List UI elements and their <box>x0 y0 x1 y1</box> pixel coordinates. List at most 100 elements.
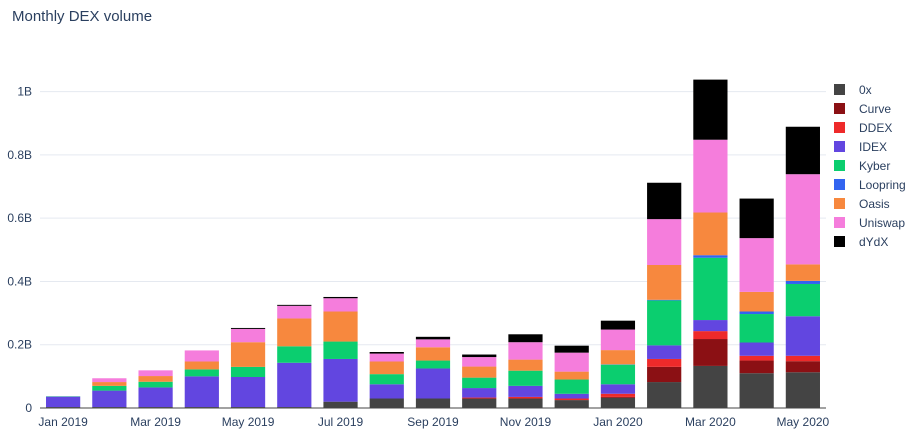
bar-segment[interactable] <box>647 300 682 346</box>
bar-segment[interactable] <box>415 398 451 408</box>
bar-segment[interactable] <box>693 79 728 140</box>
legend-swatch[interactable] <box>834 84 845 95</box>
bar-segment[interactable] <box>693 212 728 256</box>
bar-segment[interactable] <box>739 238 774 292</box>
bar-segment[interactable] <box>415 360 451 369</box>
bar-segment[interactable] <box>277 362 312 408</box>
bar-segment[interactable] <box>138 381 173 388</box>
bar-segment[interactable] <box>554 371 589 380</box>
bar-segment[interactable] <box>647 366 682 383</box>
bar-segment[interactable] <box>369 352 404 354</box>
bar-segment[interactable] <box>739 355 774 361</box>
bar-segment[interactable] <box>739 311 774 315</box>
bar-segment[interactable] <box>693 139 728 213</box>
bar-segment[interactable] <box>739 342 774 356</box>
legend-swatch[interactable] <box>834 198 845 209</box>
bar-segment[interactable] <box>415 347 451 361</box>
bar-segment[interactable] <box>600 384 636 394</box>
bar-segment[interactable] <box>415 368 451 399</box>
bar-segment[interactable] <box>508 359 543 371</box>
bar-segment[interactable] <box>739 373 774 408</box>
bar-segment[interactable] <box>600 364 636 385</box>
bar-segment[interactable] <box>554 345 589 353</box>
bar-segment[interactable] <box>693 320 728 332</box>
bar-segment[interactable] <box>230 342 266 367</box>
bar-segment[interactable] <box>184 376 219 408</box>
bar-segment[interactable] <box>647 182 682 220</box>
bar-segment[interactable] <box>323 358 358 402</box>
bar-segment[interactable] <box>230 366 266 377</box>
bar-segment[interactable] <box>277 305 312 319</box>
legend-item-label[interactable]: dYdX <box>859 235 888 249</box>
bar-segment[interactable] <box>92 390 127 408</box>
bar-segment[interactable] <box>277 304 312 306</box>
legend-item-label[interactable]: Oasis <box>859 197 890 211</box>
bar-segment[interactable] <box>693 257 728 321</box>
bar-segment[interactable] <box>554 379 589 394</box>
bar-segment[interactable] <box>369 398 404 408</box>
bar-segment[interactable] <box>92 385 127 391</box>
bar-segment[interactable] <box>277 318 312 347</box>
bar-segment[interactable] <box>230 327 266 329</box>
legend-swatch[interactable] <box>834 236 845 247</box>
bar-segment[interactable] <box>184 361 219 370</box>
bar-segment[interactable] <box>462 357 497 367</box>
bar-segment[interactable] <box>415 336 451 340</box>
bar-segment[interactable] <box>785 355 820 362</box>
bar-segment[interactable] <box>46 396 81 408</box>
bar-segment[interactable] <box>785 372 820 408</box>
legend-item-label[interactable]: IDEX <box>859 140 887 154</box>
bar-segment[interactable] <box>554 352 589 372</box>
legend-item-label[interactable]: Curve <box>859 102 891 116</box>
bar-segment[interactable] <box>138 387 173 408</box>
bar-segment[interactable] <box>508 385 543 397</box>
bar-segment[interactable] <box>323 401 358 408</box>
bar-segment[interactable] <box>462 354 497 358</box>
bar-segment[interactable] <box>462 377 497 389</box>
legend-swatch[interactable] <box>834 141 845 152</box>
bar-segment[interactable] <box>508 334 543 343</box>
bar-segment[interactable] <box>230 328 266 343</box>
bar-segment[interactable] <box>739 198 774 239</box>
bar-segment[interactable] <box>323 298 358 312</box>
legend-item-label[interactable]: Uniswap <box>859 216 905 230</box>
bar-segment[interactable] <box>739 314 774 343</box>
bar-segment[interactable] <box>184 350 219 362</box>
bar-segment[interactable] <box>647 358 682 367</box>
bar-segment[interactable] <box>693 339 728 366</box>
bar-segment[interactable] <box>739 291 774 312</box>
bar-segment[interactable] <box>508 342 543 360</box>
bar-segment[interactable] <box>323 296 358 299</box>
legend-swatch[interactable] <box>834 103 845 114</box>
legend-swatch[interactable] <box>834 179 845 190</box>
bar-segment[interactable] <box>92 382 127 386</box>
bar-segment[interactable] <box>415 339 451 348</box>
bar-segment[interactable] <box>693 365 728 408</box>
bar-segment[interactable] <box>277 346 312 363</box>
bar-segment[interactable] <box>785 361 820 373</box>
bar-segment[interactable] <box>369 353 404 362</box>
bar-segment[interactable] <box>138 370 173 377</box>
bar-segment[interactable] <box>785 264 820 281</box>
bar-segment[interactable] <box>184 369 219 377</box>
bar-segment[interactable] <box>508 398 543 408</box>
legend-swatch[interactable] <box>834 217 845 228</box>
legend-swatch[interactable] <box>834 160 845 171</box>
bar-segment[interactable] <box>785 283 820 317</box>
bar-segment[interactable] <box>785 280 820 284</box>
bar-segment[interactable] <box>369 384 404 399</box>
bar-segment[interactable] <box>600 329 636 351</box>
bar-segment[interactable] <box>554 400 589 408</box>
bar-segment[interactable] <box>600 397 636 408</box>
legend-item-label[interactable]: DDEX <box>859 121 892 135</box>
bar-segment[interactable] <box>462 398 497 408</box>
bar-segment[interactable] <box>693 331 728 340</box>
bar-segment[interactable] <box>647 265 682 300</box>
bar-segment[interactable] <box>462 366 497 378</box>
bar-segment[interactable] <box>92 378 127 383</box>
legend-item-label[interactable]: Kyber <box>859 159 890 173</box>
bar-segment[interactable] <box>785 316 820 356</box>
legend-item-label[interactable]: Loopring <box>859 178 906 192</box>
bar-segment[interactable] <box>693 255 728 258</box>
bar-segment[interactable] <box>369 374 404 385</box>
